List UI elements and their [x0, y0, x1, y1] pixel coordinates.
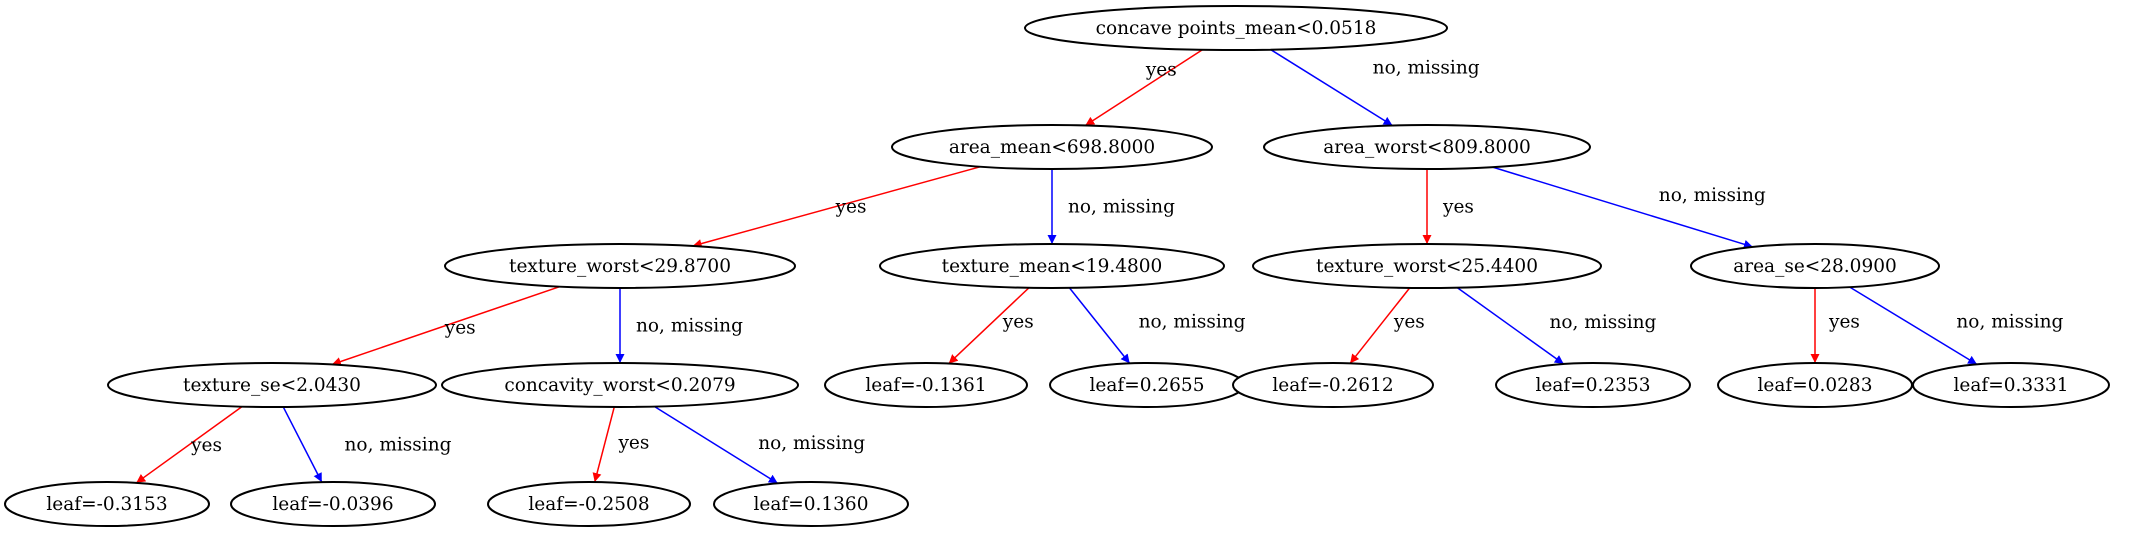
edge-label-no: no, missing [758, 433, 865, 454]
node-ellipse [1232, 362, 1434, 408]
node-label: leaf=0.1360 [754, 494, 869, 515]
leaf-node: leaf=0.1360 [713, 481, 909, 527]
node-ellipse [879, 243, 1225, 289]
node-label: leaf=0.2655 [1090, 375, 1205, 396]
edge-label-no: no, missing [1068, 197, 1175, 218]
edge-label-yes: yes [1828, 312, 1860, 333]
split-node: area_mean<698.8000 [891, 124, 1213, 170]
split-node: texture_se<2.0430 [107, 362, 437, 408]
node-label: texture_mean<19.4800 [942, 256, 1163, 277]
node-ellipse [230, 481, 436, 527]
node-ellipse [891, 124, 1213, 170]
edge-label-yes: yes [444, 318, 476, 339]
node-ellipse [1252, 243, 1602, 289]
leaf-node: leaf=0.2655 [1049, 362, 1245, 408]
split-node: texture_mean<19.4800 [879, 243, 1225, 289]
edge-yes-n5-n11 [1349, 287, 1411, 364]
edge-label-no: no, missing [1956, 312, 2063, 333]
node-ellipse [1024, 5, 1448, 51]
split-node: concave points_mean<0.0518 [1024, 5, 1448, 51]
leaf-node: leaf=0.0283 [1717, 362, 1913, 408]
edges-layer: yes no, missing yes no, missing yes no, missi… [135, 49, 2063, 484]
node-label: leaf=-0.2612 [1272, 375, 1393, 396]
edge-yes-n8-n17 [592, 406, 615, 483]
edge-yes-n3-n7 [331, 285, 560, 366]
node-ellipse [713, 481, 909, 527]
node-ellipse [1690, 243, 1940, 289]
node-label: concave points_mean<0.0518 [1096, 18, 1377, 39]
node-label: texture_worst<29.8700 [509, 256, 731, 277]
edge-label-yes: yes [617, 433, 649, 454]
edge-no-n4-n10 [1068, 287, 1131, 364]
leaf-node: leaf=-0.2508 [487, 481, 691, 527]
node-label: leaf=0.0283 [1758, 375, 1873, 396]
edge-label-yes: yes [1393, 312, 1425, 333]
node-ellipse [824, 362, 1028, 408]
edge-label-yes: yes [1442, 197, 1474, 218]
nodes-layer: concave points_mean<0.0518 area_mean<698.… [4, 5, 2110, 527]
edge-no-n5-n12 [1456, 287, 1565, 365]
node-label: leaf=-0.1361 [865, 375, 986, 396]
edge-label-yes: yes [1002, 312, 1034, 333]
edge-label-no: no, missing [636, 316, 743, 337]
node-label: area_se<28.0900 [1733, 256, 1897, 277]
leaf-node: leaf=-0.1361 [824, 362, 1028, 408]
node-label: leaf=0.3331 [1954, 375, 2069, 396]
edge-yes-n0-n1 [1084, 49, 1203, 127]
edge-label-yes: yes [1145, 60, 1177, 81]
edge-label-no: no, missing [345, 435, 452, 456]
edge-yes-n7-n15 [135, 406, 243, 484]
leaf-node: leaf=-0.2612 [1232, 362, 1434, 408]
leaf-node: leaf=0.2353 [1495, 362, 1691, 408]
node-ellipse [1263, 124, 1591, 170]
edge-label-yes: yes [835, 196, 867, 217]
edge-yes-n4-n9 [948, 287, 1030, 365]
node-ellipse [444, 243, 796, 289]
edge-label-yes: yes [190, 435, 222, 456]
edge-yes-n1-n3 [692, 165, 981, 248]
edge-no-n8-n18 [654, 405, 779, 484]
edge-label-no: no, missing [1139, 312, 1246, 333]
edge-label-no: no, missing [1549, 312, 1656, 333]
node-label: leaf=-0.0396 [272, 494, 393, 515]
node-label: texture_worst<25.4400 [1316, 256, 1538, 277]
node-ellipse [4, 481, 210, 527]
node-ellipse [1495, 362, 1691, 408]
node-ellipse [107, 362, 437, 408]
edge-label-no: no, missing [1659, 185, 1766, 206]
leaf-node: leaf=-0.3153 [4, 481, 210, 527]
edge-no-n6-n14 [1849, 286, 1978, 366]
node-label: area_worst<809.8000 [1323, 137, 1531, 158]
edge-label-no: no, missing [1373, 58, 1480, 79]
edge-no-n0-n2 [1270, 49, 1393, 127]
node-label: leaf=0.2353 [1536, 375, 1651, 396]
leaf-node: leaf=0.3331 [1912, 362, 2110, 408]
split-node: texture_worst<25.4400 [1252, 243, 1602, 289]
split-node: area_worst<809.8000 [1263, 124, 1591, 170]
edge-no-n2-n6 [1492, 166, 1754, 249]
node-label: concavity_worst<0.2079 [504, 375, 735, 396]
leaf-node: leaf=-0.0396 [230, 481, 436, 527]
split-node: area_se<28.0900 [1690, 243, 1940, 289]
node-label: texture_se<2.0430 [183, 375, 361, 396]
split-node: concavity_worst<0.2079 [441, 362, 799, 408]
node-label: area_mean<698.8000 [949, 137, 1155, 158]
node-label: leaf=-0.2508 [528, 494, 649, 515]
node-ellipse [441, 362, 799, 408]
node-ellipse [1912, 362, 2110, 408]
node-label: leaf=-0.3153 [46, 494, 167, 515]
node-ellipse [487, 481, 691, 527]
split-node: texture_worst<29.8700 [444, 243, 796, 289]
edge-no-n7-n16 [282, 406, 323, 483]
